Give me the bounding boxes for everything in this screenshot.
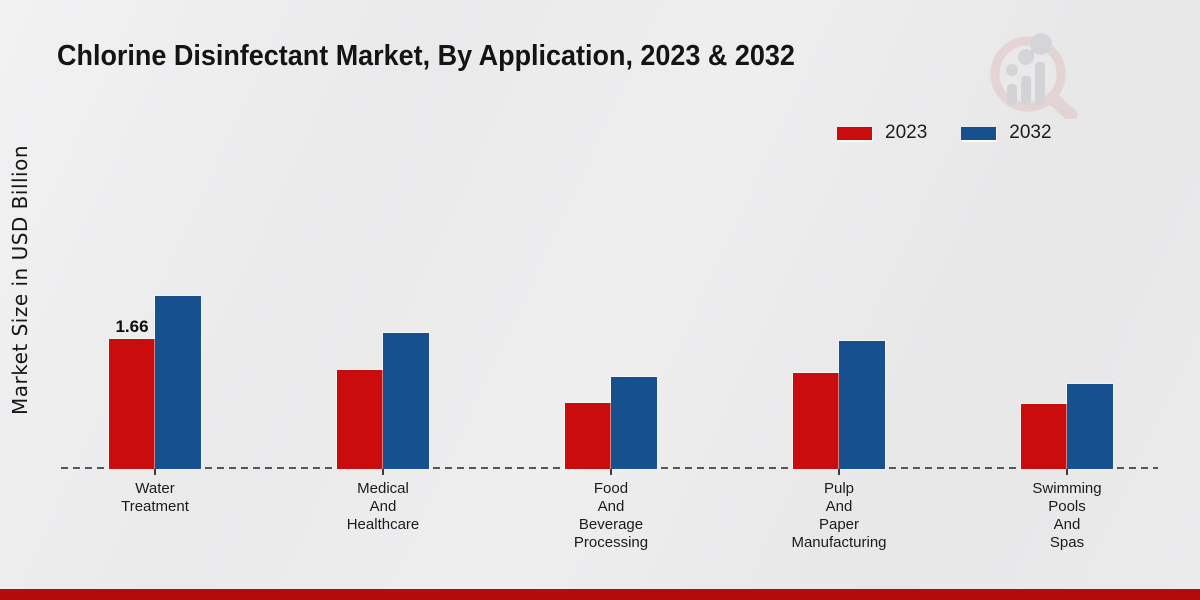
x-axis-tick xyxy=(154,469,156,475)
legend-item-2032: 2032 xyxy=(961,122,1052,144)
footer-accent-bar xyxy=(0,589,1200,600)
bar-value-label: 1.66 xyxy=(115,317,149,336)
bar-2023-medical-and-healthcare xyxy=(337,370,383,469)
market-research-future-logo-icon xyxy=(990,33,1078,119)
x-axis-label-food-and-beverage-processing: Food And Beverage Processing xyxy=(573,480,649,551)
bar-2023-food-and-beverage-processing xyxy=(565,403,611,469)
legend-item-2023: 2023 xyxy=(837,122,927,144)
bar-2032-medical-and-healthcare xyxy=(383,333,429,469)
x-axis-label-water-treatment: Water Treatment xyxy=(121,480,189,515)
legend: 2023 2032 xyxy=(837,122,1052,144)
legend-swatch-2032 xyxy=(961,126,997,140)
legend-label: 2023 xyxy=(885,122,928,143)
bar-2032-swimming-pools-and-spas xyxy=(1067,384,1113,469)
x-axis-label-medical-and-healthcare: Medical And Healthcare xyxy=(346,480,420,533)
x-axis-label-pulp-and-paper-manufacturing: Pulp And Paper Manufacturing xyxy=(791,480,887,551)
bar-2023-pulp-and-paper-manufacturing xyxy=(793,373,839,469)
chart-title: Chlorine Disinfectant Market, By Applica… xyxy=(57,40,795,72)
x-axis-tick xyxy=(610,469,612,475)
x-axis-tick xyxy=(838,469,840,475)
legend-label: 2032 xyxy=(1009,122,1052,143)
x-axis-tick xyxy=(382,469,384,475)
bar-2023-swimming-pools-and-spas xyxy=(1021,404,1067,469)
bar-2023-water-treatment xyxy=(109,339,155,469)
legend-swatch-2023 xyxy=(837,126,872,140)
bar-2032-pulp-and-paper-manufacturing xyxy=(839,341,885,469)
x-axis-label-swimming-pools-and-spas: Swimming Pools And Spas xyxy=(1032,480,1102,551)
bar-2032-food-and-beverage-processing xyxy=(611,377,657,469)
x-axis-tick xyxy=(1066,469,1068,475)
bar-2032-water-treatment xyxy=(155,296,201,469)
